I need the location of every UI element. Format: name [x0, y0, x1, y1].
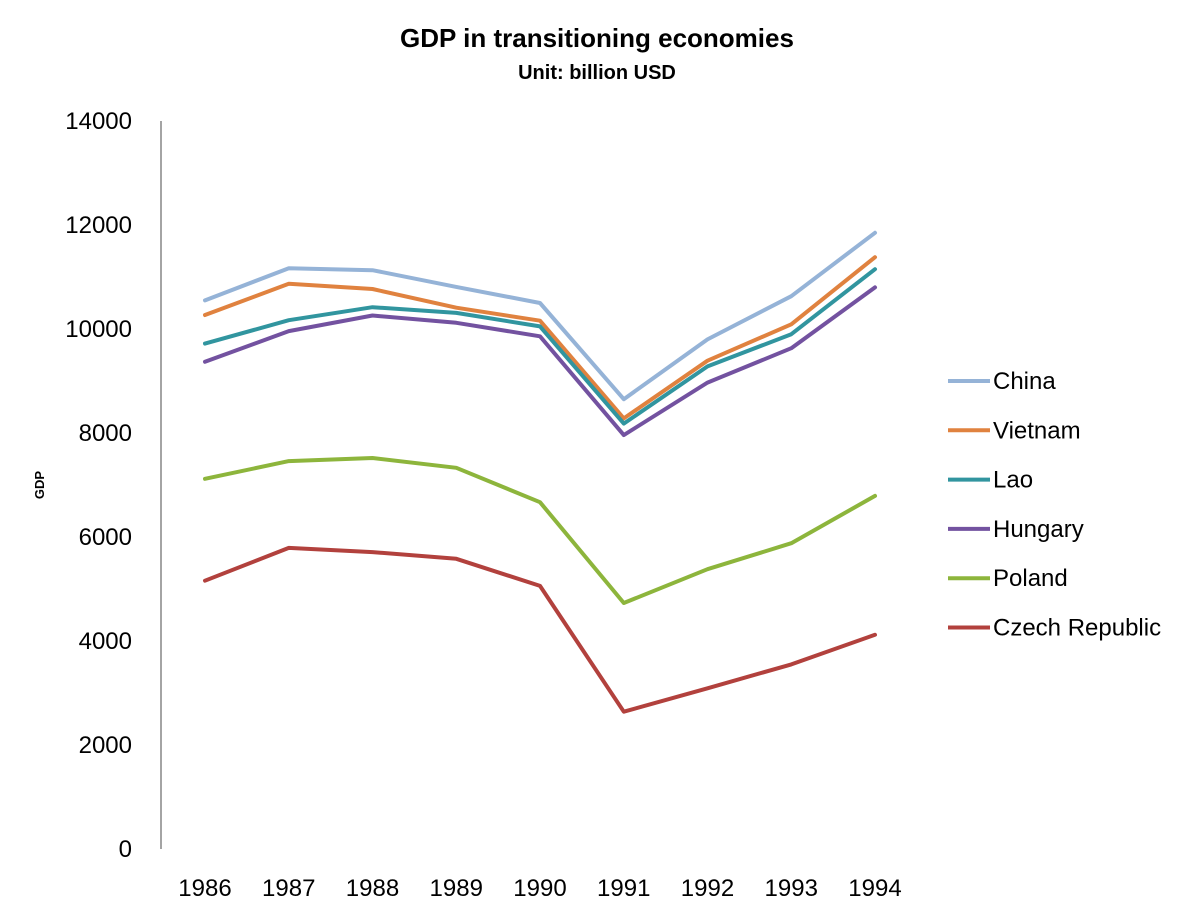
legend-item-china: China — [948, 368, 1056, 395]
series-line-lao — [203, 267, 877, 426]
x-tick-labels: 1986 1987 1988 1989 1990 1991 1992 1993 1994 — [178, 875, 901, 902]
y-tick-label: 8000 — [79, 420, 132, 447]
legend-label: Czech Republic — [993, 615, 1161, 642]
legend: China Vietnam Lao Hungary Poland Czech Republ… — [948, 368, 1161, 642]
legend-item-czech-republic: Czech Republic — [948, 615, 1161, 642]
series-line-china — [203, 230, 877, 402]
chart-subtitle: Unit: billion USD — [518, 62, 676, 84]
x-tick-label: 1992 — [681, 875, 734, 902]
x-tick-label: 1989 — [430, 875, 483, 902]
y-tick-label: 2000 — [79, 732, 132, 759]
y-tick-labels: 0 2000 4000 6000 8000 10000 12000 14000 — [65, 108, 132, 863]
y-tick-label: 12000 — [65, 212, 132, 239]
legend-item-hungary: Hungary — [948, 516, 1084, 543]
y-tick-label: 10000 — [65, 316, 132, 343]
y-axis-title: GDP — [32, 471, 47, 500]
y-tick-label: 0 — [119, 836, 132, 863]
chart-title: GDP in transitioning economies — [400, 23, 794, 53]
x-tick-label: 1986 — [178, 875, 231, 902]
series-line-vietnam — [203, 255, 877, 421]
y-tick-label: 4000 — [79, 628, 132, 655]
x-tick-label: 1991 — [597, 875, 650, 902]
series-lines — [203, 230, 877, 714]
x-tick-label: 1987 — [262, 875, 315, 902]
series-line-czech-republic — [203, 545, 877, 714]
legend-item-poland: Poland — [948, 565, 1068, 592]
legend-label: China — [993, 368, 1056, 395]
x-tick-label: 1990 — [513, 875, 566, 902]
legend-item-lao: Lao — [948, 467, 1033, 494]
x-tick-label: 1994 — [848, 875, 901, 902]
legend-label: Hungary — [993, 516, 1084, 543]
y-tick-label: 6000 — [79, 524, 132, 551]
legend-label: Lao — [993, 467, 1033, 494]
legend-label: Vietnam — [993, 417, 1081, 444]
series-line-hungary — [203, 285, 877, 438]
x-tick-label: 1988 — [346, 875, 399, 902]
y-tick-label: 14000 — [65, 108, 132, 135]
legend-label: Poland — [993, 565, 1068, 592]
series-line-poland — [203, 456, 877, 605]
x-tick-label: 1993 — [765, 875, 818, 902]
legend-item-vietnam: Vietnam — [948, 417, 1081, 444]
